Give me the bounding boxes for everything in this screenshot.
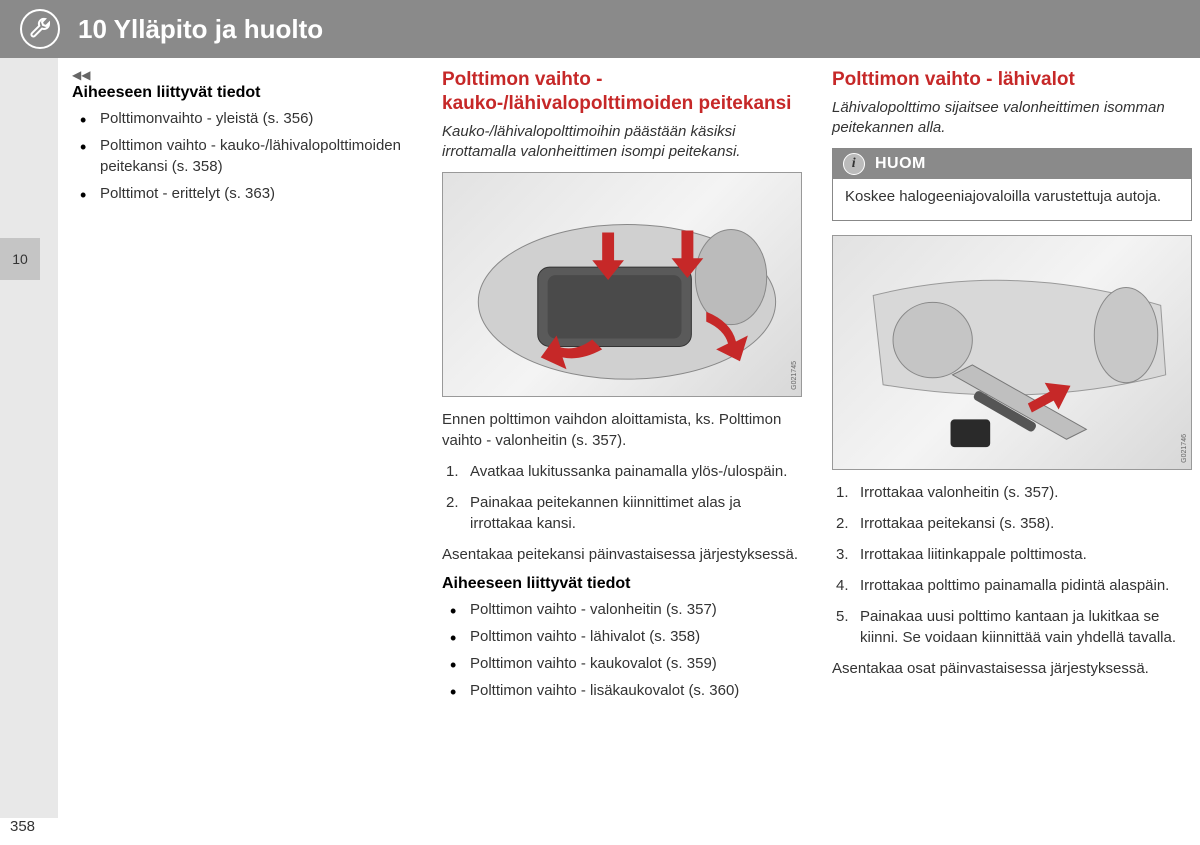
note-body: Koskee halogeeniajovaloilla varustettuja…: [833, 179, 1191, 219]
list-item: Polttimon vaihto - lähivalot (s. 358): [442, 626, 802, 647]
intro-text: Lähivalopolttimo sijaitsee valonheittime…: [832, 98, 1192, 139]
list-item: Irrottakaa valonheitin (s. 357).: [832, 482, 1192, 503]
paragraph: Ennen polttimon vaihdon aloittamista, ks…: [442, 409, 802, 451]
note-box: i HUOM Koskee halogeeniajovaloilla varus…: [832, 148, 1192, 220]
figure-code: G021746: [1181, 434, 1188, 463]
continuation-arrows-icon: ◀◀: [72, 68, 412, 82]
steps-list: Avatkaa lukitussanka painamalla ylös-/ul…: [442, 461, 802, 534]
column-3: Polttimon vaihto - lähivalot Lähivalopol…: [832, 68, 1192, 707]
list-item: Avatkaa lukitussanka painamalla ylös-/ul…: [442, 461, 802, 482]
list-item: Painakaa peitekannen kiinnittimet alas j…: [442, 492, 802, 534]
page-number: 358: [10, 818, 35, 835]
section-heading: Polttimon vaihto - kauko-/lähivalopoltti…: [442, 68, 802, 116]
chapter-tab: 10: [0, 238, 40, 280]
paragraph: Asentakaa peitekansi päinvastaisessa jär…: [442, 544, 802, 565]
intro-text: Kauko-/lähivalopolttimoihin päästään käs…: [442, 122, 802, 163]
column-2: Polttimon vaihto - kauko-/lähivalopoltti…: [442, 68, 802, 707]
chapter-title: 10 Ylläpito ja huolto: [78, 14, 323, 45]
figure-low-beam-bulb: G021746: [832, 235, 1192, 470]
page-content: ◀◀ Aiheeseen liittyvät tiedot Polttimonv…: [72, 68, 1182, 707]
paragraph: Asentakaa osat päinvastaisessa järjestyk…: [832, 658, 1192, 679]
list-item: Irrottakaa liitinkappale polttimosta.: [832, 544, 1192, 565]
section-heading: Polttimon vaihto - lähivalot: [832, 68, 1192, 92]
list-item: Irrottakaa polttimo painamalla pidintä a…: [832, 575, 1192, 596]
related-info-heading: Aiheeseen liittyvät tiedot: [442, 575, 802, 593]
left-margin: 10: [0, 58, 58, 818]
list-item: Polttimon vaihto - kaukovalot (s. 359): [442, 653, 802, 674]
list-item: Irrottakaa peitekansi (s. 358).: [832, 513, 1192, 534]
list-item: Painakaa uusi polttimo kantaan ja lukitk…: [832, 606, 1192, 648]
column-1: ◀◀ Aiheeseen liittyvät tiedot Polttimonv…: [72, 68, 412, 707]
chapter-header: 10 Ylläpito ja huolto: [0, 0, 1200, 58]
info-icon: i: [843, 153, 865, 175]
figure-headlight-cover: G021745: [442, 172, 802, 397]
note-label: HUOM: [875, 155, 926, 173]
list-item: Polttimonvaihto - yleistä (s. 356): [72, 108, 412, 129]
wrench-icon: [20, 9, 60, 49]
related-info-list: Polttimonvaihto - yleistä (s. 356) Poltt…: [72, 108, 412, 204]
list-item: Polttimon vaihto - lisäkaukovalot (s. 36…: [442, 680, 802, 701]
steps-list: Irrottakaa valonheitin (s. 357). Irrotta…: [832, 482, 1192, 648]
list-item: Polttimon vaihto - kauko-/lähivalopoltti…: [72, 135, 412, 177]
related-info-list: Polttimon vaihto - valonheitin (s. 357) …: [442, 599, 802, 701]
note-header: i HUOM: [833, 149, 1191, 179]
list-item: Polttimot - erittelyt (s. 363): [72, 183, 412, 204]
related-info-heading: Aiheeseen liittyvät tiedot: [72, 84, 412, 102]
list-item: Polttimon vaihto - valonheitin (s. 357): [442, 599, 802, 620]
figure-code: G021745: [791, 361, 798, 390]
